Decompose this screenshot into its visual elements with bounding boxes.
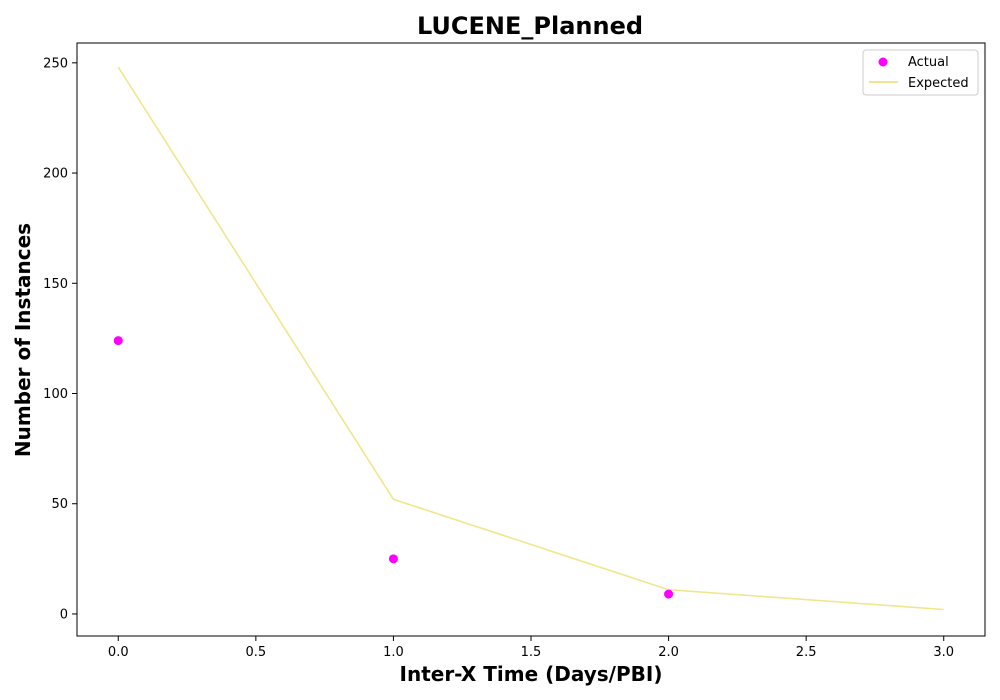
x-axis: 0.0 0.5 1.0 1.5 2.0 2.5 3.0 <box>108 636 954 660</box>
x-tick-label: 1.5 <box>521 645 542 660</box>
chart-title: LUCENE_Planned <box>417 12 643 40</box>
x-tick-label: 3.0 <box>933 645 954 660</box>
x-tick-label: 0.0 <box>108 645 129 660</box>
legend-expected-label: Expected <box>908 76 969 91</box>
y-tick-label: 0 <box>60 607 68 622</box>
y-tick-label: 100 <box>43 387 68 402</box>
x-axis-label: Inter-X Time (Days/PBI) <box>400 662 663 686</box>
y-tick-label: 200 <box>43 167 68 182</box>
y-axis: 0 50 100 150 200 250 <box>43 56 77 622</box>
y-tick-label: 150 <box>43 277 68 292</box>
plot-area <box>113 66 944 611</box>
x-tick-label: 0.5 <box>246 645 267 660</box>
x-tick-label: 2.5 <box>796 645 817 660</box>
legend: Actual Expected <box>862 49 979 96</box>
plot-frame <box>76 42 986 637</box>
x-tick-label: 1.0 <box>383 645 404 660</box>
legend-actual-marker <box>878 57 888 67</box>
legend-actual-label: Actual <box>908 55 949 70</box>
legend-box <box>862 49 979 96</box>
actual-point <box>664 589 674 599</box>
y-tick-label: 250 <box>43 56 68 71</box>
actual-point <box>113 336 123 346</box>
y-axis-label: Number of Instances <box>11 223 35 457</box>
actual-point <box>388 554 398 564</box>
y-tick-label: 50 <box>51 497 68 512</box>
expected-line <box>117 66 944 611</box>
x-tick-label: 2.0 <box>658 645 679 660</box>
